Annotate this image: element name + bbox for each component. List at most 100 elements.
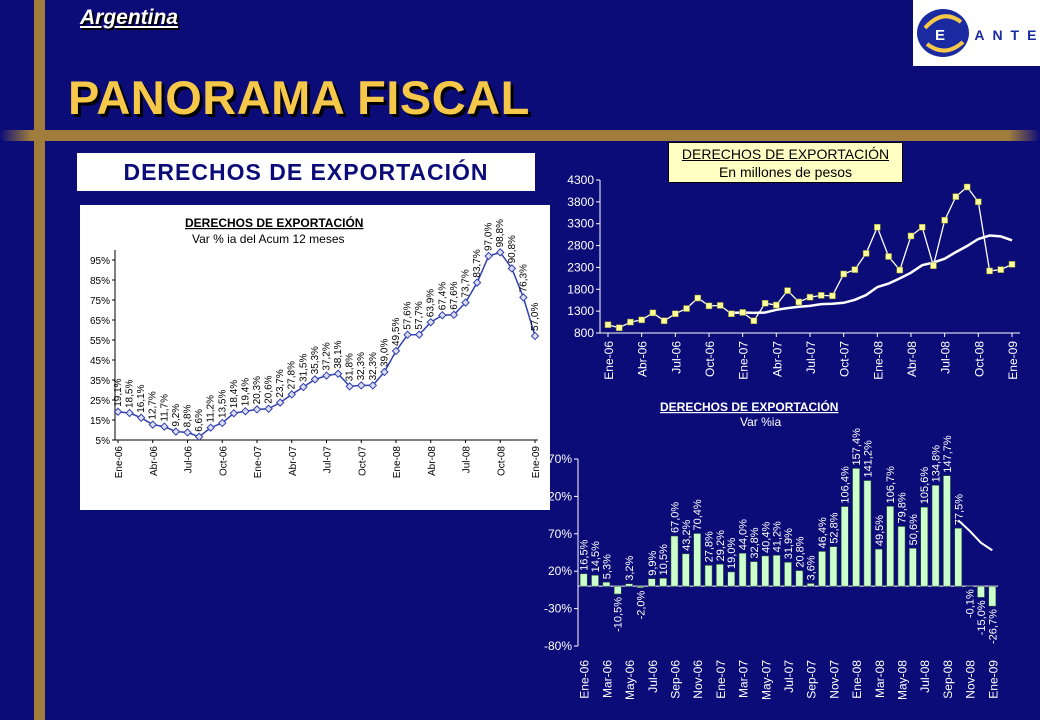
chart3-data-label: 9,9% [647, 550, 659, 575]
chart2-point [896, 266, 904, 274]
chart3-data-label: 106,7% [885, 466, 897, 504]
chart3-data-label: 105,6% [919, 467, 931, 505]
chart1-point [530, 331, 540, 341]
chart3-data-label: 157,4% [851, 428, 863, 466]
chart3-x-tick-label: Mar-08 [873, 660, 887, 698]
country-label: Argentina [80, 6, 179, 29]
chart3-data-label: 44,0% [738, 519, 750, 550]
chart1-point [206, 423, 215, 432]
chart2-point [716, 302, 724, 309]
chart3-x-tick-label: Jul-06 [646, 660, 660, 693]
chart3-data-label: 46,4% [817, 517, 829, 548]
chart3-y-tick-label: 120% [541, 489, 572, 503]
chart2-point [672, 310, 679, 318]
chart2-point [638, 316, 645, 324]
chart3-bar [954, 527, 963, 587]
chart3-y-tick-label: -80% [544, 639, 572, 653]
chart3-x-tick-label: May-07 [759, 660, 773, 700]
chart3-bar [988, 585, 997, 607]
chart3-bar [704, 565, 713, 587]
chart3-bar [886, 506, 894, 587]
chart3-bar [943, 475, 951, 587]
chart1-data-label: 13,5% [217, 390, 228, 418]
chart2-point [930, 262, 937, 269]
chart2-point [627, 318, 634, 326]
chart1-point [218, 418, 227, 428]
chart2-point [874, 223, 881, 231]
chart1-data-label: 32,3% [356, 352, 367, 380]
chart2-point [941, 216, 948, 224]
chart2-x-tick-label: Oct-08 [972, 341, 986, 377]
chart2-y-tick-label: 3800 [567, 195, 594, 209]
chart1-data-label: 19,1% [113, 378, 124, 406]
page-title: PANORAMA FISCAL [68, 71, 530, 124]
chart1-point [449, 310, 459, 320]
vertical-decor-bar [34, 0, 45, 720]
chart3-data-label: 106,4% [840, 466, 852, 504]
chart2-point [728, 310, 735, 318]
chart2-y-tick-label: 4300 [567, 173, 594, 187]
chart1-x-tick-label: Jul-06 [184, 446, 195, 474]
chart1-data-label: 18,4% [229, 380, 240, 408]
chart3-x-tick-label: Sep-06 [668, 660, 682, 699]
chart3-bar [931, 485, 940, 587]
chart1-point [472, 278, 482, 287]
chart1-point [519, 293, 528, 302]
chart1-point [275, 398, 285, 407]
chart2-point [840, 270, 847, 278]
chart3-bar [648, 578, 656, 587]
chart1-point [148, 420, 157, 429]
chart3-bar [852, 468, 860, 587]
chart1-data-label: 38,1% [333, 340, 344, 368]
chart1-data-label: 12,7% [148, 391, 159, 419]
chart3-x-tick-label: Ene-07 [714, 660, 728, 699]
chart3-bar [829, 546, 838, 587]
chart3-bar [750, 561, 758, 587]
chart3-data-label: 134,8% [931, 445, 943, 483]
chart1-data-label: 32,3% [368, 352, 379, 380]
chart2-point [773, 301, 780, 309]
chart2-point [683, 305, 690, 312]
chart3-data-label: 40,4% [760, 522, 772, 553]
chart1-x-tick-label: Abr-07 [288, 446, 299, 476]
chart1-x-tick-label: Jul-07 [323, 446, 334, 474]
chart2-y-tick-label: 800 [574, 326, 594, 340]
chart2-y-tick-label: 1300 [567, 304, 594, 318]
chart3-data-label: 41,2% [772, 521, 784, 552]
chart1-x-tick-label: Abr-06 [149, 446, 160, 476]
chart3-bar [625, 583, 633, 587]
chart1-x-tick-label: Oct-06 [218, 446, 229, 476]
chart3-data-label: 147,7% [942, 435, 954, 473]
chart3-data-label: 67,0% [669, 502, 681, 533]
chart3-bar [795, 570, 804, 587]
chart3-bar [806, 583, 815, 587]
chart2-x-tick-label: Ene-09 [1006, 341, 1020, 380]
chart2-point [817, 292, 825, 299]
chart3-y-tick-label: 170% [541, 452, 572, 466]
horizontal-decor-bar [0, 130, 1040, 141]
chart1-point [461, 298, 470, 307]
chart3-x-tick-label: Nov-07 [827, 660, 841, 699]
chart3-data-label: 141,2% [862, 440, 874, 478]
chart2-x-tick-label: Abr-06 [636, 341, 650, 377]
chart1-data-label: 73,7% [461, 269, 472, 297]
chart1-data-label: 90,8% [507, 235, 518, 263]
chart3-data-label: 3,2% [624, 555, 636, 580]
chart3-y-tick-label: 70% [548, 527, 572, 541]
chart1-point [357, 381, 366, 390]
chart2-x-tick-label: Jul-06 [669, 341, 683, 374]
chart1-data-label: 37,2% [322, 342, 333, 370]
chart3-bar [875, 548, 883, 587]
chart3-bar [659, 578, 667, 587]
chart1-data-label: 67,6% [449, 281, 460, 309]
chart1-y-tick-label: 75% [90, 296, 110, 307]
chart3-data-label: 3,6% [806, 555, 818, 580]
chart3-data-label: -2,0% [635, 590, 647, 619]
chart3-bar [840, 506, 849, 587]
chart1-point [438, 310, 447, 320]
chart1-point [113, 407, 123, 417]
chart3-x-tick-label: May-08 [896, 660, 910, 700]
chart3-y-tick-label: 20% [548, 564, 572, 578]
chart2-point [739, 309, 746, 316]
chart3-bar [727, 571, 736, 587]
